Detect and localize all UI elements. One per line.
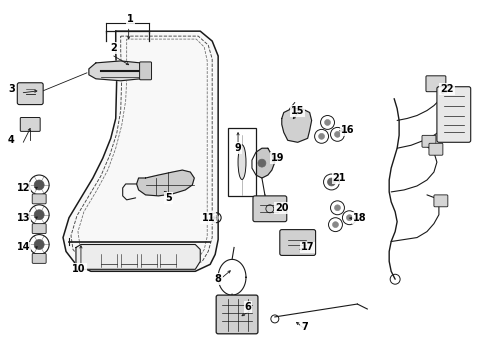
FancyBboxPatch shape xyxy=(280,230,316,255)
FancyBboxPatch shape xyxy=(32,194,46,204)
Text: 8: 8 xyxy=(215,274,221,284)
FancyBboxPatch shape xyxy=(20,117,40,131)
FancyBboxPatch shape xyxy=(434,195,448,207)
Circle shape xyxy=(214,215,219,220)
Circle shape xyxy=(258,159,266,167)
Text: 3: 3 xyxy=(8,84,15,94)
Text: 10: 10 xyxy=(72,264,86,274)
Circle shape xyxy=(34,239,44,249)
Text: 6: 6 xyxy=(245,302,251,312)
Text: 4: 4 xyxy=(8,135,15,145)
Polygon shape xyxy=(89,61,148,81)
Text: 16: 16 xyxy=(341,125,354,135)
Circle shape xyxy=(327,178,336,186)
Polygon shape xyxy=(252,148,275,178)
FancyBboxPatch shape xyxy=(216,295,258,334)
Polygon shape xyxy=(63,31,218,271)
Text: 21: 21 xyxy=(333,173,346,183)
Text: 5: 5 xyxy=(165,193,172,203)
Text: 18: 18 xyxy=(352,213,366,223)
Text: 20: 20 xyxy=(275,203,289,213)
Circle shape xyxy=(34,180,44,190)
Text: 14: 14 xyxy=(17,243,30,252)
Text: 15: 15 xyxy=(291,105,304,116)
Text: 1: 1 xyxy=(127,14,134,24)
Circle shape xyxy=(335,131,341,137)
Bar xyxy=(228,129,256,196)
FancyBboxPatch shape xyxy=(426,76,446,92)
Polygon shape xyxy=(76,244,200,269)
Polygon shape xyxy=(282,109,312,142)
Text: 11: 11 xyxy=(201,213,215,223)
FancyBboxPatch shape xyxy=(253,196,287,222)
FancyBboxPatch shape xyxy=(422,135,436,147)
Circle shape xyxy=(318,133,324,139)
Circle shape xyxy=(346,215,352,221)
Circle shape xyxy=(34,210,44,220)
Text: 9: 9 xyxy=(235,143,242,153)
Text: 13: 13 xyxy=(17,213,30,223)
FancyBboxPatch shape xyxy=(140,62,151,80)
Circle shape xyxy=(324,120,331,125)
Polygon shape xyxy=(137,170,195,196)
Circle shape xyxy=(335,205,341,211)
Ellipse shape xyxy=(238,145,246,180)
FancyBboxPatch shape xyxy=(437,87,471,142)
Text: 17: 17 xyxy=(301,243,315,252)
Text: 22: 22 xyxy=(440,84,454,94)
FancyBboxPatch shape xyxy=(32,224,46,234)
FancyBboxPatch shape xyxy=(429,143,443,155)
Circle shape xyxy=(333,222,339,228)
Text: 2: 2 xyxy=(110,43,117,53)
Text: 19: 19 xyxy=(271,153,285,163)
Text: 7: 7 xyxy=(301,322,308,332)
FancyBboxPatch shape xyxy=(17,83,43,105)
FancyBboxPatch shape xyxy=(32,253,46,264)
Text: 12: 12 xyxy=(17,183,30,193)
